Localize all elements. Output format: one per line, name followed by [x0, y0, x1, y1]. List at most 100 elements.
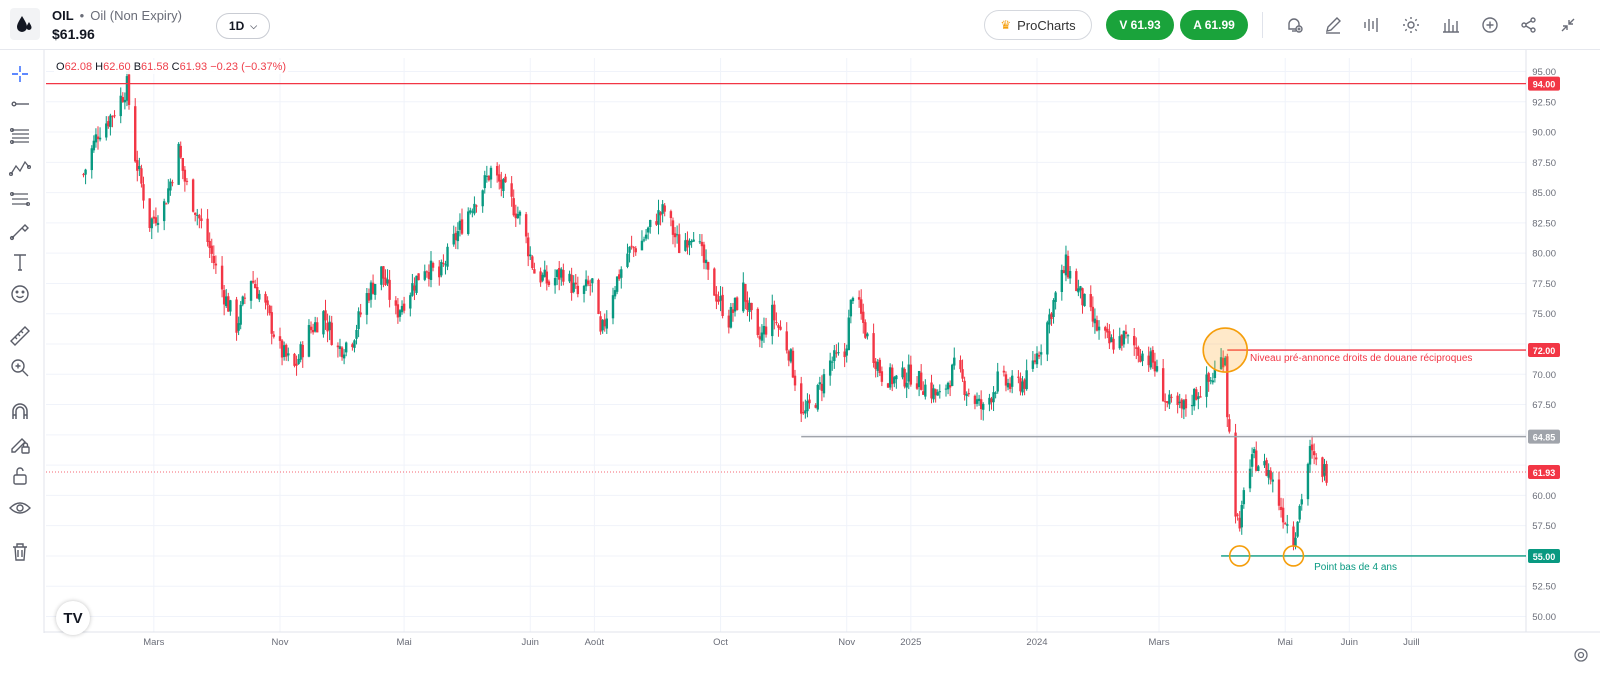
fib-icon[interactable] — [8, 124, 32, 148]
candle-body — [804, 410, 807, 414]
candle-body — [518, 211, 522, 216]
candle-body — [1265, 460, 1268, 476]
candle-body — [924, 384, 927, 397]
symbol-title[interactable]: OIL • Oil (Non Expiry) — [52, 8, 182, 23]
candle-body — [241, 296, 244, 305]
compare-icon[interactable] — [1361, 14, 1383, 36]
candle-body — [533, 269, 536, 274]
candle-body — [719, 296, 722, 301]
candle-body — [922, 391, 925, 395]
candle-body — [584, 279, 588, 287]
emoji-icon[interactable] — [8, 282, 32, 306]
candle-body — [777, 325, 780, 328]
candle-body — [547, 281, 551, 285]
candle-body — [138, 166, 141, 170]
text-icon[interactable] — [8, 250, 32, 274]
highlight-circle[interactable] — [1228, 545, 1251, 567]
timeframe-select[interactable]: 1D ⌵ — [216, 13, 270, 39]
highlight-circle[interactable] — [1282, 545, 1305, 567]
zoom-icon[interactable] — [8, 356, 32, 380]
candle-body — [84, 169, 87, 175]
candle-body — [270, 312, 273, 334]
candle-body — [1081, 288, 1084, 306]
candle-body — [973, 395, 977, 404]
candle-body — [1064, 254, 1068, 276]
candle-body — [214, 263, 218, 266]
candle-body — [833, 350, 836, 362]
candle-body — [1083, 293, 1086, 307]
highlight-circle[interactable] — [1202, 327, 1249, 373]
add-icon[interactable] — [1479, 14, 1501, 36]
close-value: 61.93 — [179, 61, 208, 73]
chart-settings-icon[interactable] — [1572, 646, 1590, 664]
candle-body — [560, 269, 563, 278]
candle-body — [438, 266, 441, 278]
lock-draw-icon[interactable] — [8, 432, 32, 456]
candle-body — [113, 115, 116, 117]
candle-body — [1238, 517, 1241, 529]
candle-body — [1226, 356, 1229, 418]
candle-body — [1190, 405, 1194, 407]
candle-body — [864, 322, 867, 338]
buy-button[interactable]: A 61.99 — [1180, 10, 1248, 40]
trash-icon[interactable] — [8, 540, 32, 564]
candle-body — [1207, 373, 1210, 382]
candle-body — [278, 336, 282, 341]
indicators-icon[interactable] — [1440, 14, 1462, 36]
share-icon[interactable] — [1518, 14, 1540, 36]
candle-body — [994, 392, 997, 394]
candle-body — [791, 350, 795, 378]
candle-body — [165, 203, 168, 205]
x-tick-label: Juill — [1403, 637, 1419, 648]
candle-body — [330, 322, 333, 345]
crosshair-icon[interactable] — [8, 62, 32, 86]
candle-body — [785, 331, 788, 351]
high-label: H — [95, 61, 104, 73]
candle-body — [1213, 369, 1217, 379]
price-label-badge — [1528, 548, 1560, 563]
candle-body — [866, 333, 869, 337]
candle-body — [425, 271, 429, 273]
candle-body — [111, 116, 114, 118]
candle-body — [154, 217, 158, 224]
candle-body — [342, 354, 346, 359]
procharts-button[interactable]: ♛ ProCharts — [984, 10, 1092, 40]
candle-body — [862, 311, 865, 323]
candle-body — [620, 269, 623, 278]
sell-button[interactable]: V 61.93 — [1106, 10, 1174, 40]
channel-icon[interactable] — [8, 187, 32, 211]
line-icon[interactable] — [8, 92, 32, 116]
draw-icon[interactable] — [1322, 14, 1344, 36]
settings-icon[interactable] — [1400, 14, 1422, 36]
eye-icon[interactable] — [8, 496, 32, 520]
y-tick-label: 57.50 — [1532, 521, 1556, 532]
candle-body — [297, 358, 300, 364]
tradingview-logo[interactable]: TV — [56, 601, 90, 635]
candle-body — [715, 294, 718, 302]
candle-body — [605, 318, 608, 329]
candle-body — [531, 256, 534, 269]
ruler-icon[interactable] — [8, 324, 32, 348]
y-tick-label: 67.50 — [1532, 400, 1556, 411]
magnet-icon[interactable] — [8, 400, 32, 424]
unlock-icon[interactable] — [8, 464, 32, 488]
brush-icon[interactable] — [8, 218, 32, 242]
candle-body — [1321, 457, 1324, 477]
pattern-icon[interactable] — [8, 156, 32, 180]
alert-icon[interactable] — [1283, 14, 1305, 36]
candle-body — [876, 361, 879, 371]
candle-body — [152, 216, 156, 219]
candle-body — [642, 239, 646, 241]
candle-body — [107, 121, 110, 127]
collapse-icon[interactable] — [1557, 14, 1579, 36]
candle-body — [646, 227, 650, 233]
candle-body — [731, 309, 735, 313]
candle-body — [162, 201, 166, 222]
candle-body — [950, 364, 954, 386]
candle-body — [553, 278, 557, 286]
candle-body — [963, 380, 966, 395]
price-chart[interactable]: 94.00 72.00 Niveau pré-annonce droits de d… — [40, 50, 1600, 673]
candle-body — [316, 322, 319, 333]
candle-body — [953, 357, 956, 366]
candle-body — [285, 344, 288, 357]
